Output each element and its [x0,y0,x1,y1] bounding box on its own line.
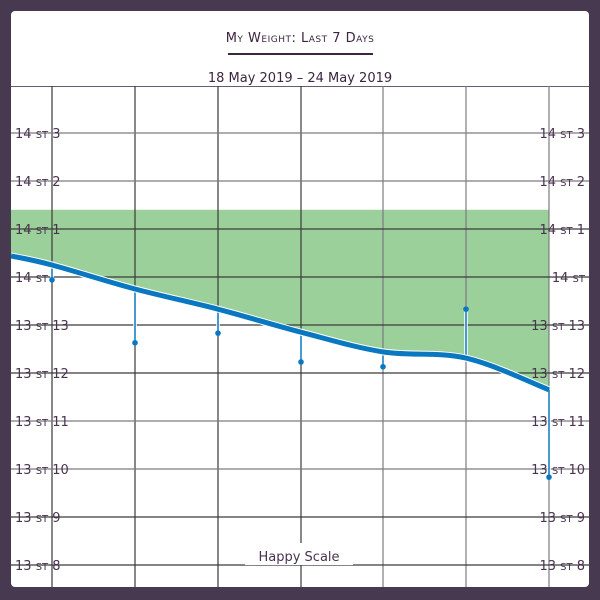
tick-unit: ST [36,514,49,525]
tick-stone: 13 [531,367,552,382]
tick-pounds: 13 [564,319,585,334]
tick-pounds: 10 [48,463,69,478]
tick-stone: 14 [552,271,573,286]
tick-stone: 14 [15,175,36,190]
tick-pounds: 12 [564,367,585,382]
trend-line [11,253,550,393]
weight-point [380,363,386,370]
tick-stone: 13 [539,559,560,574]
tick-stone: 13 [531,415,552,430]
right-tick-label: 13 ST 12 [531,367,585,382]
left-tick-label: 13 ST 10 [15,463,69,478]
weight-point [49,277,55,283]
tick-pounds: 11 [48,415,69,430]
tick-unit: ST [36,466,49,477]
tick-unit: ST [36,130,49,141]
tick-unit: ST [36,226,49,237]
left-tick-label: 13 ST 9 [15,511,61,526]
tick-unit: ST [560,562,573,573]
tick-stone: 13 [539,511,560,526]
tick-pounds: 1 [573,223,585,238]
tick-stone: 13 [15,415,36,430]
tick-unit: ST [552,322,565,333]
goal-band [11,209,549,390]
tick-unit: ST [36,418,49,429]
tick-pounds: 8 [48,559,60,574]
watermark-text: Happy Scale [258,550,339,565]
tick-stone: 14 [15,271,36,286]
tick-stone: 13 [15,559,36,574]
right-tick-label: 14 ST [552,271,586,286]
left-tick-label: 13 ST 8 [15,559,61,574]
tick-pounds: 13 [48,319,69,334]
tick-stone: 14 [15,223,36,238]
tick-unit: ST [552,418,565,429]
right-tick-label: 13 ST 11 [531,415,585,430]
weight-point [463,306,469,312]
tick-pounds: 2 [573,175,585,190]
tick-unit: ST [552,466,565,477]
date-range: 18 May 2019 – 24 May 2019 [207,71,393,86]
right-tick-label: 13 ST 8 [539,559,585,574]
left-tick-label: 14 ST 2 [15,175,61,190]
tick-stone: 13 [15,319,36,334]
tick-stone: 13 [531,319,552,334]
watermark-bg [245,543,353,565]
tick-stone: 14 [539,223,560,238]
tick-unit: ST [560,226,573,237]
tick-stone: 13 [15,511,36,526]
right-tick-label: 13 ST 13 [531,319,585,334]
weight-point [215,330,221,336]
weight-point [546,474,552,480]
tick-pounds: 2 [48,175,60,190]
tick-unit: ST [36,370,49,381]
right-tick-label: 14 ST 3 [539,127,585,142]
tick-stone: 14 [15,127,36,142]
tick-stone: 13 [15,463,36,478]
right-tick-label: 14 ST 2 [539,175,585,190]
tick-pounds: 8 [573,559,585,574]
tick-pounds: 10 [564,463,585,478]
tick-pounds: 3 [48,127,60,142]
tick-unit: ST [560,178,573,189]
tick-unit: ST [36,274,49,285]
tick-unit: ST [560,130,573,141]
left-tick-label: 13 ST 12 [15,367,69,382]
right-tick-label: 13 ST 10 [531,463,585,478]
left-tick-label: 13 ST 11 [15,415,69,430]
tick-unit: ST [573,274,586,285]
tick-unit: ST [36,322,49,333]
tick-stone: 14 [539,127,560,142]
weight-point [132,339,138,346]
tick-stone: 13 [15,367,36,382]
weight-point [298,359,304,365]
chart-title: My Weight: Last 7 Days [225,31,375,46]
tick-unit: ST [36,562,49,573]
left-tick-label: 13 ST 13 [15,319,69,334]
tick-unit: ST [36,178,49,189]
left-tick-label: 14 ST 1 [15,223,61,238]
tick-pounds: 9 [48,511,60,526]
tick-pounds: 12 [48,367,69,382]
tick-pounds: 9 [573,511,585,526]
right-tick-label: 14 ST 1 [539,223,585,238]
right-tick-label: 13 ST 9 [539,511,585,526]
left-tick-label: 14 ST 3 [15,127,61,142]
tick-stone: 13 [531,463,552,478]
tick-pounds: 1 [48,223,60,238]
tick-stone: 14 [539,175,560,190]
left-tick-label: 14 ST [15,271,49,286]
tick-pounds: 3 [573,127,585,142]
title-underline [228,53,373,55]
tick-unit: ST [560,514,573,525]
tick-pounds: 11 [564,415,585,430]
tick-unit: ST [552,370,565,381]
